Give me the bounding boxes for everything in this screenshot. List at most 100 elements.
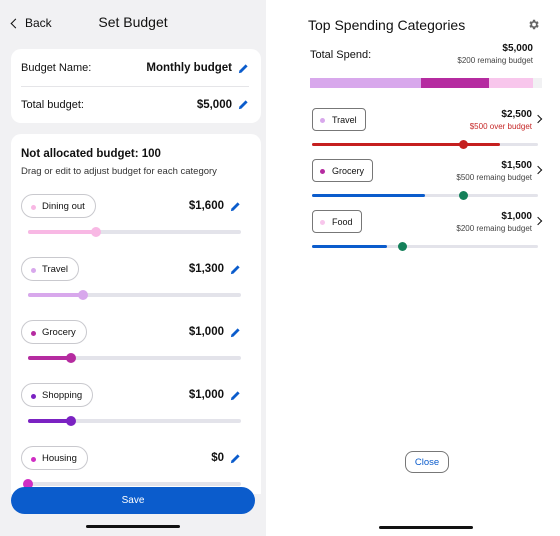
budget-slider[interactable] <box>28 416 241 426</box>
category-chip[interactable]: Shopping <box>21 383 94 407</box>
category-name: Travel <box>332 114 357 125</box>
category-name: Travel <box>42 263 69 275</box>
dot-icon <box>31 456 36 462</box>
category-grocery: Grocery $1,000 <box>21 320 241 376</box>
category-chip[interactable]: Grocery <box>312 159 374 182</box>
spending-bar-fill <box>312 194 425 197</box>
spending-bar <box>312 191 538 200</box>
slider-fill <box>28 356 71 360</box>
spending-bar <box>312 242 538 251</box>
close-button[interactable]: Close <box>405 451 449 473</box>
dot-icon <box>31 330 36 336</box>
not-allocated-budget: Not allocated budget: 100 <box>21 148 161 160</box>
spending-category-food[interactable]: Food $1,000 $200 remaing budget <box>312 210 543 256</box>
slider-handle[interactable] <box>23 479 33 489</box>
budget-marker <box>458 140 468 149</box>
top-spending-screen: Top Spending Categories Total Spend: $5,… <box>266 0 560 536</box>
category-chip[interactable]: Grocery <box>21 320 87 344</box>
stack-segment-travel <box>310 78 422 88</box>
edit-icon[interactable] <box>238 63 249 74</box>
home-indicator <box>379 526 473 529</box>
category-name: Grocery <box>42 326 76 338</box>
edit-icon[interactable] <box>238 99 249 110</box>
back-label: Back <box>25 16 52 30</box>
category-chip[interactable]: Travel <box>312 108 366 131</box>
dot-icon <box>320 117 325 123</box>
page-title: Set Budget <box>98 14 168 30</box>
budget-info-card: Budget Name: Monthly budget Total budget… <box>11 49 261 123</box>
category-chip[interactable]: Housing <box>21 446 88 470</box>
save-button[interactable]: Save <box>11 487 255 514</box>
category-status: $500 remaing budget <box>456 173 532 182</box>
page-title: Top Spending Categories <box>308 17 466 33</box>
category-name: Dining out <box>42 200 85 212</box>
edit-icon[interactable] <box>230 327 241 338</box>
category-amount: $0 <box>211 452 224 464</box>
edit-icon[interactable] <box>230 201 241 212</box>
category-amount: $1,000 <box>188 389 224 401</box>
total-spend-remaining: $200 remaing budget <box>457 56 533 65</box>
slider-fill <box>28 419 71 423</box>
slider-handle[interactable] <box>78 290 89 300</box>
slider-fill <box>28 293 84 297</box>
category-name: Grocery <box>332 165 365 176</box>
category-name: Housing <box>42 452 77 464</box>
slider-fill <box>28 230 97 234</box>
dot-icon <box>31 393 36 399</box>
category-amount: $1,600 <box>188 200 224 212</box>
budget-slider[interactable] <box>28 290 241 300</box>
stack-segment-grocery <box>421 78 489 88</box>
edit-icon[interactable] <box>230 453 241 464</box>
category-amount: $2,500 <box>501 109 532 120</box>
total-budget-label: Total budget: <box>21 98 84 111</box>
dot-icon <box>320 168 325 174</box>
category-shopping: Shopping $1,000 <box>21 383 241 439</box>
edit-icon[interactable] <box>230 390 241 401</box>
spending-category-travel[interactable]: Travel $2,500 $500 over budget <box>312 108 543 154</box>
budget-marker <box>458 191 468 200</box>
chevron-right-icon[interactable] <box>533 165 543 175</box>
slider-handle[interactable] <box>91 227 102 237</box>
category-chip[interactable]: Food <box>312 210 362 233</box>
budget-slider[interactable] <box>28 227 241 237</box>
category-chip[interactable]: Dining out <box>21 194 96 218</box>
category-status: $200 remaing budget <box>456 224 532 233</box>
chevron-right-icon[interactable] <box>533 114 543 124</box>
back-button[interactable]: Back <box>10 16 52 30</box>
budget-marker <box>397 242 407 251</box>
budget-slider[interactable] <box>23 479 241 489</box>
dot-icon <box>320 219 325 225</box>
spending-bar-fill <box>312 143 500 146</box>
budget-slider[interactable] <box>28 353 241 363</box>
budget-name-value: Monthly budget <box>146 62 232 74</box>
category-amount: $1,300 <box>188 263 224 275</box>
category-amount: $1,000 <box>188 326 224 338</box>
slider-handle[interactable] <box>65 416 76 426</box>
spending-bar <box>312 140 538 149</box>
home-indicator <box>86 525 180 528</box>
category-amount: $1,500 <box>501 160 532 171</box>
spending-stack-bar <box>310 78 542 88</box>
chevron-right-icon[interactable] <box>533 216 543 226</box>
category-status: $500 over budget <box>469 122 532 131</box>
category-housing: Housing $0 <box>21 446 241 494</box>
category-name: Food <box>332 216 353 227</box>
category-travel: Travel $1,300 <box>21 257 241 313</box>
total-budget-value: $5,000 <box>196 98 232 111</box>
category-allocation-card: Not allocated budget: 100 Drag or edit t… <box>11 134 261 494</box>
total-spend-value: $5,000 <box>502 43 533 54</box>
dot-icon <box>31 267 36 273</box>
spending-category-grocery[interactable]: Grocery $1,500 $500 remaing budget <box>312 159 543 205</box>
category-dining-out: Dining out $1,600 <box>21 194 241 250</box>
slider-handle[interactable] <box>65 353 76 363</box>
edit-icon[interactable] <box>230 264 241 275</box>
adjust-hint: Drag or edit to adjust budget for each c… <box>21 166 217 177</box>
gear-icon[interactable] <box>527 18 540 31</box>
header: Back Set Budget <box>0 14 266 34</box>
stack-segment-food <box>488 78 533 88</box>
set-budget-screen: Back Set Budget Budget Name: Monthly bud… <box>0 0 266 536</box>
category-name: Shopping <box>42 389 83 401</box>
dot-icon <box>31 204 36 210</box>
total-budget-row: Total budget: $5,000 <box>21 86 249 122</box>
category-chip[interactable]: Travel <box>21 257 80 281</box>
